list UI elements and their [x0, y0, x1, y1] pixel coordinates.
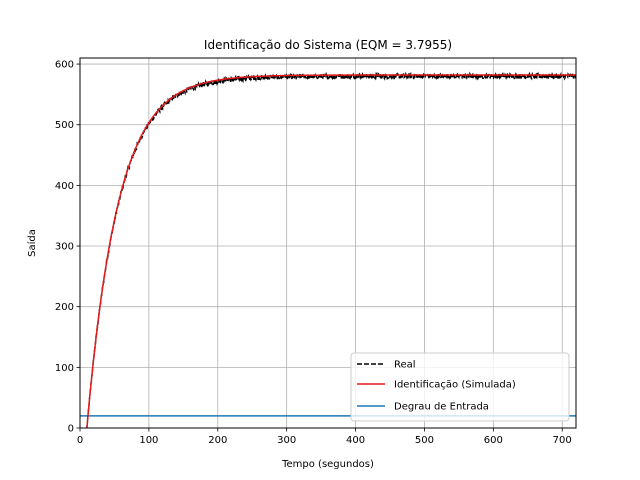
legend-box [350, 352, 570, 422]
x-axis: 0 100 200 300 400 500 600 700 [77, 428, 572, 446]
grid [79, 58, 576, 429]
y-tick-label: 200 [55, 302, 74, 313]
x-tick-label: 700 [553, 435, 572, 446]
legend-label-2: Degrau de Entrada [394, 402, 489, 413]
x-tick-label: 100 [139, 435, 158, 446]
y-axis: 0 100 200 300 400 500 600 [55, 60, 80, 435]
y-axis-label: Saída [26, 229, 38, 257]
legend: Real Identificação (Simulada) Degrau de En… [350, 352, 570, 422]
chart-title: Identificação do Sistema (EQM = 3.7955) [204, 38, 452, 52]
legend-label-0: Real [394, 360, 416, 371]
y-tick-label: 100 [55, 363, 74, 374]
x-axis-label: Tempo (segundos) [281, 459, 374, 470]
y-tick-label: 0 [68, 424, 74, 435]
x-tick-label: 400 [346, 435, 365, 446]
x-tick-label: 500 [415, 435, 434, 446]
y-tick-label: 400 [55, 181, 74, 192]
legend-label-1: Identificação (Simulada) [394, 380, 516, 391]
x-tick-label: 0 [77, 435, 83, 446]
series-line-1 [86, 74, 576, 428]
y-tick-label: 300 [55, 242, 74, 253]
x-tick-label: 300 [277, 435, 296, 446]
x-tick-label: 200 [208, 435, 227, 446]
y-tick-label: 500 [55, 120, 74, 131]
plot-frame [79, 57, 577, 429]
y-tick-label: 600 [55, 60, 74, 71]
x-tick-label: 600 [484, 435, 503, 446]
